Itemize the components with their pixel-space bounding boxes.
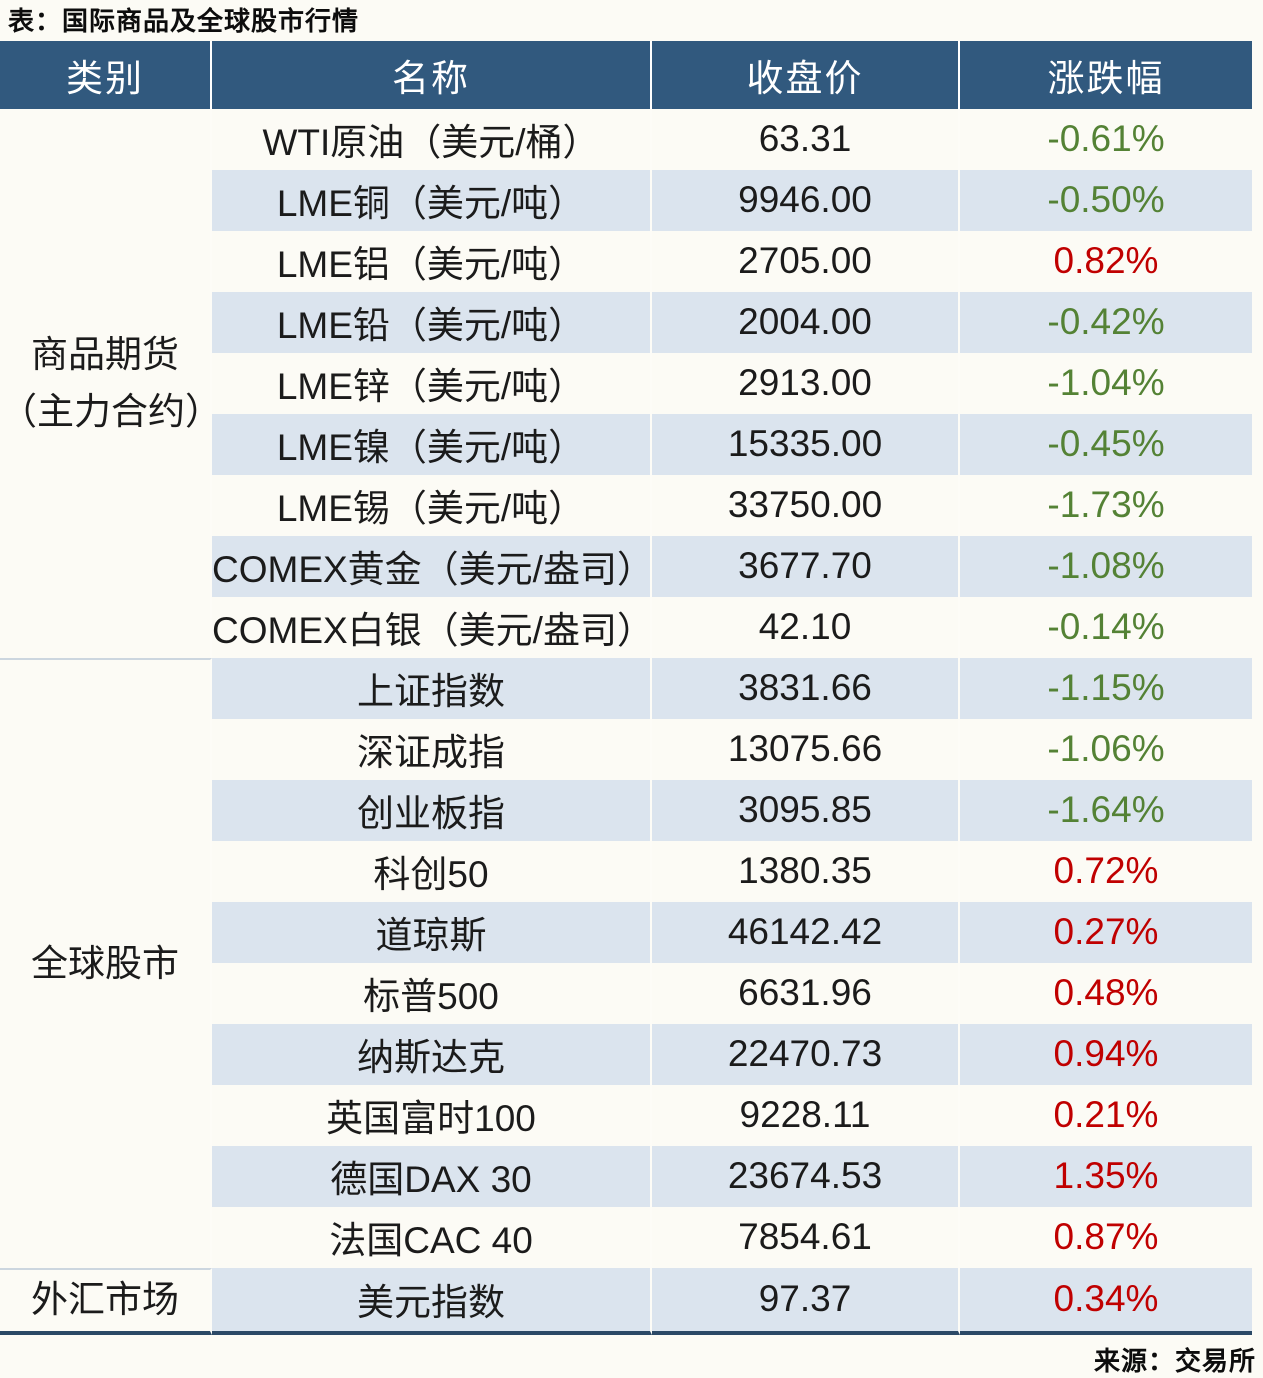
source-note: 来源：交易所 xyxy=(1093,1345,1256,1376)
table-row: 深证成指 13075.66 -1.06% xyxy=(0,718,1252,780)
table-row: 外汇市场 美元指数 97.37 0.34% xyxy=(0,1267,1252,1335)
close-price-cell: 2705.00 xyxy=(652,230,960,292)
name-cell: 标普500 xyxy=(212,962,652,1024)
table-row: LME铝（美元/吨） 2705.00 0.82% xyxy=(0,230,1252,292)
close-price-cell: 13075.66 xyxy=(652,718,960,780)
table-row: 全球股市 上证指数 3831.66 -1.15% xyxy=(0,657,1252,1268)
change-pct-cell: 0.82% xyxy=(960,230,1252,292)
name-cell: LME锌（美元/吨） xyxy=(212,352,652,414)
change-pct-cell: 0.72% xyxy=(960,840,1252,902)
name-cell: 法国CAC 40 xyxy=(212,1206,652,1268)
name-cell: 深证成指 xyxy=(212,718,652,780)
table-row: 纳斯达克 22470.73 0.94% xyxy=(0,1023,1252,1085)
header-change: 涨跌幅 xyxy=(960,40,1252,109)
change-pct-cell: 0.94% xyxy=(960,1023,1252,1085)
change-pct-cell: -1.15% xyxy=(960,657,1252,719)
close-price-cell: 2913.00 xyxy=(652,352,960,414)
name-cell: COMEX白银（美元/盎司） xyxy=(212,596,654,658)
close-price-cell: 23674.53 xyxy=(652,1145,960,1207)
change-pct-cell: -1.73% xyxy=(960,474,1252,536)
change-pct-cell: -0.42% xyxy=(960,291,1252,353)
table-row: LME铅（美元/吨） 2004.00 -0.42% xyxy=(0,291,1252,353)
table-row: LME锡（美元/吨） 33750.00 -1.73% xyxy=(0,474,1252,536)
close-price-cell: 3095.85 xyxy=(652,779,960,841)
change-pct-cell: -1.08% xyxy=(960,535,1252,597)
close-price-cell: 2004.00 xyxy=(652,291,960,353)
change-pct-cell: -1.64% xyxy=(960,779,1252,841)
name-cell: 上证指数 xyxy=(212,657,652,719)
close-price-cell: 3677.70 xyxy=(652,535,960,597)
close-price-cell: 1380.35 xyxy=(652,840,960,902)
change-pct-cell: 0.21% xyxy=(960,1084,1252,1146)
header-category: 类别 xyxy=(0,40,212,109)
name-cell: LME铝（美元/吨） xyxy=(212,230,652,292)
close-price-cell: 6631.96 xyxy=(652,962,960,1024)
change-pct-cell: -0.50% xyxy=(960,169,1252,231)
table-row: COMEX白银（美元/盎司） 42.10 -0.14% xyxy=(0,596,1252,658)
name-cell: LME锡（美元/吨） xyxy=(212,474,652,536)
table-body: 商品期货 （主力合约） WTI原油（美元/桶） 63.31 -0.61% LME铜（美元… xyxy=(0,108,1252,1335)
close-price-cell: 15335.00 xyxy=(652,413,960,475)
table-row: 道琼斯 46142.42 0.27% xyxy=(0,901,1252,963)
change-pct-cell: 0.48% xyxy=(960,962,1252,1024)
close-price-cell: 3831.66 xyxy=(652,657,960,719)
name-cell: 英国富时100 xyxy=(212,1084,652,1146)
table-row: COMEX黄金（美元/盎司） 3677.70 -1.08% xyxy=(0,535,1252,597)
name-cell: LME铅（美元/吨） xyxy=(212,291,652,353)
close-price-cell: 42.10 xyxy=(652,596,960,658)
change-pct-cell: -0.14% xyxy=(960,596,1252,658)
close-price-cell: 46142.42 xyxy=(652,901,960,963)
category-cell: 外汇市场 xyxy=(0,1267,212,1335)
change-pct-cell: 0.34% xyxy=(960,1267,1252,1335)
category-cell: 商品期货 （主力合约） xyxy=(0,108,222,658)
table-row: 创业板指 3095.85 -1.64% xyxy=(0,779,1252,841)
table-row: LME铜（美元/吨） 9946.00 -0.50% xyxy=(0,169,1252,231)
name-cell: 科创50 xyxy=(212,840,652,902)
header-row: 类别 名称 收盘价 涨跌幅 xyxy=(0,40,1252,109)
change-pct-cell: 1.35% xyxy=(960,1145,1252,1207)
name-cell: 道琼斯 xyxy=(212,901,652,963)
change-pct-cell: -1.04% xyxy=(960,352,1252,414)
name-cell: LME铜（美元/吨） xyxy=(212,169,652,231)
table-row: LME镍（美元/吨） 15335.00 -0.45% xyxy=(0,413,1252,475)
change-pct-cell: -0.45% xyxy=(960,413,1252,475)
change-pct-cell: -0.61% xyxy=(960,108,1252,170)
table-row: 商品期货 （主力合约） WTI原油（美元/桶） 63.31 -0.61% xyxy=(0,108,1252,658)
category-cell: 全球股市 xyxy=(0,657,212,1268)
table-row: LME锌（美元/吨） 2913.00 -1.04% xyxy=(0,352,1252,414)
close-price-cell: 7854.61 xyxy=(652,1206,960,1268)
name-cell: 美元指数 xyxy=(212,1267,652,1335)
close-price-cell: 33750.00 xyxy=(652,474,960,536)
close-price-cell: 9946.00 xyxy=(652,169,960,231)
change-pct-cell: -1.06% xyxy=(960,718,1252,780)
close-price-cell: 97.37 xyxy=(652,1267,960,1335)
name-cell: LME镍（美元/吨） xyxy=(212,413,652,475)
table-row: 科创50 1380.35 0.72% xyxy=(0,840,1252,902)
close-price-cell: 9228.11 xyxy=(652,1084,960,1146)
name-cell: 德国DAX 30 xyxy=(212,1145,652,1207)
page-title: 表：国际商品及全球股市行情 xyxy=(8,6,360,36)
name-cell: 纳斯达克 xyxy=(212,1023,652,1085)
header-name: 名称 xyxy=(212,40,652,109)
close-price-cell: 22470.73 xyxy=(652,1023,960,1085)
name-cell: 创业板指 xyxy=(212,779,652,841)
table-row: 法国CAC 40 7854.61 0.87% xyxy=(0,1206,1252,1268)
market-quotes-table: 类别 名称 收盘价 涨跌幅 商品期货 （主力合约） WTI原油（美元/桶） 63.3… xyxy=(0,40,1252,1335)
name-cell: WTI原油（美元/桶） xyxy=(212,108,652,170)
table-row: 标普500 6631.96 0.48% xyxy=(0,962,1252,1024)
change-pct-cell: 0.27% xyxy=(960,901,1252,963)
table-row: 德国DAX 30 23674.53 1.35% xyxy=(0,1145,1252,1207)
name-cell: COMEX黄金（美元/盎司） xyxy=(212,535,654,597)
header-close: 收盘价 xyxy=(652,40,960,109)
close-price-cell: 63.31 xyxy=(652,108,960,170)
change-pct-cell: 0.87% xyxy=(960,1206,1252,1268)
table-row: 英国富时100 9228.11 0.21% xyxy=(0,1084,1252,1146)
